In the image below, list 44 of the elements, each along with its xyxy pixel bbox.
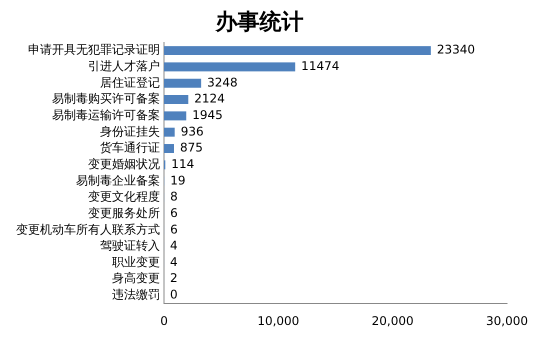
y-tick-label: 变更服务处所 (88, 206, 160, 220)
y-tick-label: 变更文化程度 (88, 190, 160, 204)
y-tick-label: 申请开具无犯罪记录证明 (28, 42, 160, 57)
data-label: 19 (170, 173, 186, 188)
y-tick-label: 职业变更 (112, 254, 160, 269)
data-label: 6 (170, 222, 178, 236)
y-tick-label: 货车通行证 (100, 140, 160, 155)
data-label: 4 (170, 238, 178, 253)
data-label: 3248 (207, 75, 238, 90)
bar (164, 78, 202, 88)
y-tick-label: 变更婚姻状况 (88, 156, 160, 171)
y-tick-label: 易制毒购买许可备案 (52, 92, 160, 106)
data-label: 0 (170, 288, 178, 302)
bar (164, 111, 186, 120)
bar (164, 62, 296, 72)
data-label: 23340 (436, 42, 476, 57)
y-tick-label: 居住证登记 (100, 75, 160, 90)
x-tick-label: 10,000 (257, 314, 300, 328)
data-label: 11474 (301, 59, 340, 74)
bar (164, 128, 175, 137)
data-label: 4 (170, 254, 178, 269)
bar (164, 144, 174, 153)
x-tick-label: 20,000 (372, 314, 414, 328)
bar (164, 46, 431, 56)
chart-title: 办事统计 (214, 8, 304, 35)
data-label: 114 (171, 156, 194, 171)
bar (164, 95, 188, 104)
x-tick-label: 30,000 (486, 314, 528, 328)
data-label: 936 (180, 124, 204, 138)
y-tick-label: 引进人才落户 (88, 59, 160, 74)
y-tick-label: 身高变更 (112, 271, 160, 286)
y-tick-label: 驾驶证转入 (100, 238, 160, 253)
y-tick-label: 违法缴罚 (112, 288, 160, 302)
data-label: 2124 (194, 92, 225, 106)
data-label: 2 (170, 271, 178, 286)
y-tick-label: 身份证挂失 (100, 124, 160, 138)
data-label: 6 (170, 206, 178, 220)
y-tick-label: 变更机动车所有人联系方式 (16, 222, 160, 236)
data-label: 1945 (192, 108, 223, 122)
data-label: 875 (180, 140, 203, 155)
data-label: 8 (170, 190, 178, 204)
y-tick-label: 易制毒企业备案 (76, 173, 160, 188)
x-tick-label: 0 (160, 314, 168, 328)
y-tick-label: 易制毒运输许可备案 (52, 108, 160, 122)
